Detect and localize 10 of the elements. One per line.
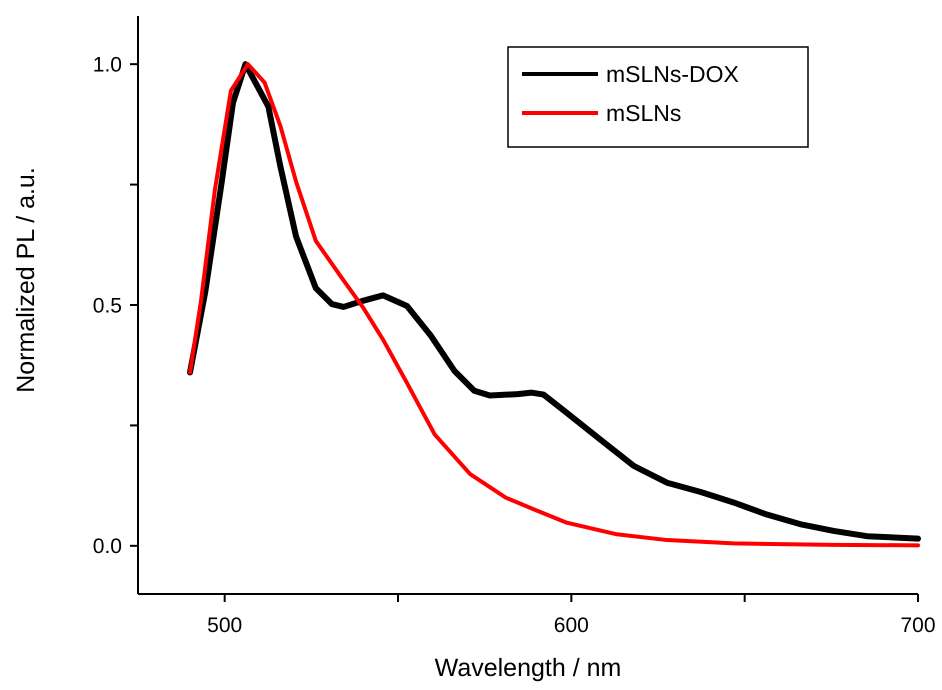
y-tick-label: 0.0 bbox=[92, 535, 122, 558]
x-axis-title: Wavelength / nm bbox=[434, 654, 622, 682]
y-tick-label: 0.5 bbox=[92, 294, 122, 318]
x-tick-label: 600 bbox=[554, 614, 589, 637]
x-tick-label: 500 bbox=[207, 614, 242, 637]
y-axis-title: Normalized PL / a.u. bbox=[12, 167, 40, 393]
legend-label: mSLNs bbox=[606, 100, 682, 126]
x-tick-label: 700 bbox=[900, 614, 936, 637]
y-tick-label: 1.0 bbox=[92, 54, 122, 77]
legend-label: mSLNs-DOX bbox=[606, 61, 739, 88]
